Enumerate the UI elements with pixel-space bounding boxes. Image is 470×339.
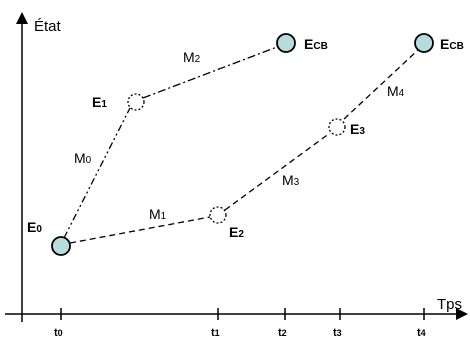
edge-label-m2: M2 xyxy=(183,49,201,65)
tick-t4: t4 xyxy=(417,308,426,339)
node-e3 xyxy=(328,118,346,136)
tick-t1: t1 xyxy=(211,308,220,339)
tick-t0: t0 xyxy=(54,308,63,339)
edge-m2 xyxy=(142,46,278,99)
node-label-e0: E0 xyxy=(27,219,42,235)
node-label-e3: E3 xyxy=(350,121,365,137)
edge-m0 xyxy=(63,107,131,239)
node-ecb-top xyxy=(276,33,296,53)
tick-label-t1: t1 xyxy=(211,327,220,339)
tick-label-t3: t3 xyxy=(333,327,342,339)
tick-label-t0: t0 xyxy=(54,327,63,339)
edge-label-m4: M4 xyxy=(387,83,405,99)
node-e2 xyxy=(209,206,227,224)
edge-m1 xyxy=(69,216,211,244)
node-label-ecb-top: ECB xyxy=(304,36,328,52)
edge-label-m1: M1 xyxy=(149,206,167,222)
node-label-ecb-right: ECB xyxy=(440,36,464,52)
node-ecb-right xyxy=(414,33,434,53)
edge-m4 xyxy=(343,49,419,120)
edge-m3 xyxy=(224,132,331,211)
node-label-e2: E2 xyxy=(229,224,244,240)
node-label-e1: E1 xyxy=(92,94,107,110)
x-axis-label: Tps xyxy=(437,296,462,313)
tick-label-t4: t4 xyxy=(417,327,426,339)
y-axis-label: État xyxy=(34,18,62,35)
node-e0 xyxy=(51,236,71,256)
node-e1 xyxy=(127,93,145,111)
edge-label-m3: M3 xyxy=(282,172,300,188)
tick-t2: t2 xyxy=(278,308,287,339)
tick-t3: t3 xyxy=(333,308,342,339)
edge-label-m0: M0 xyxy=(74,150,92,166)
tick-label-t2: t2 xyxy=(278,327,287,339)
